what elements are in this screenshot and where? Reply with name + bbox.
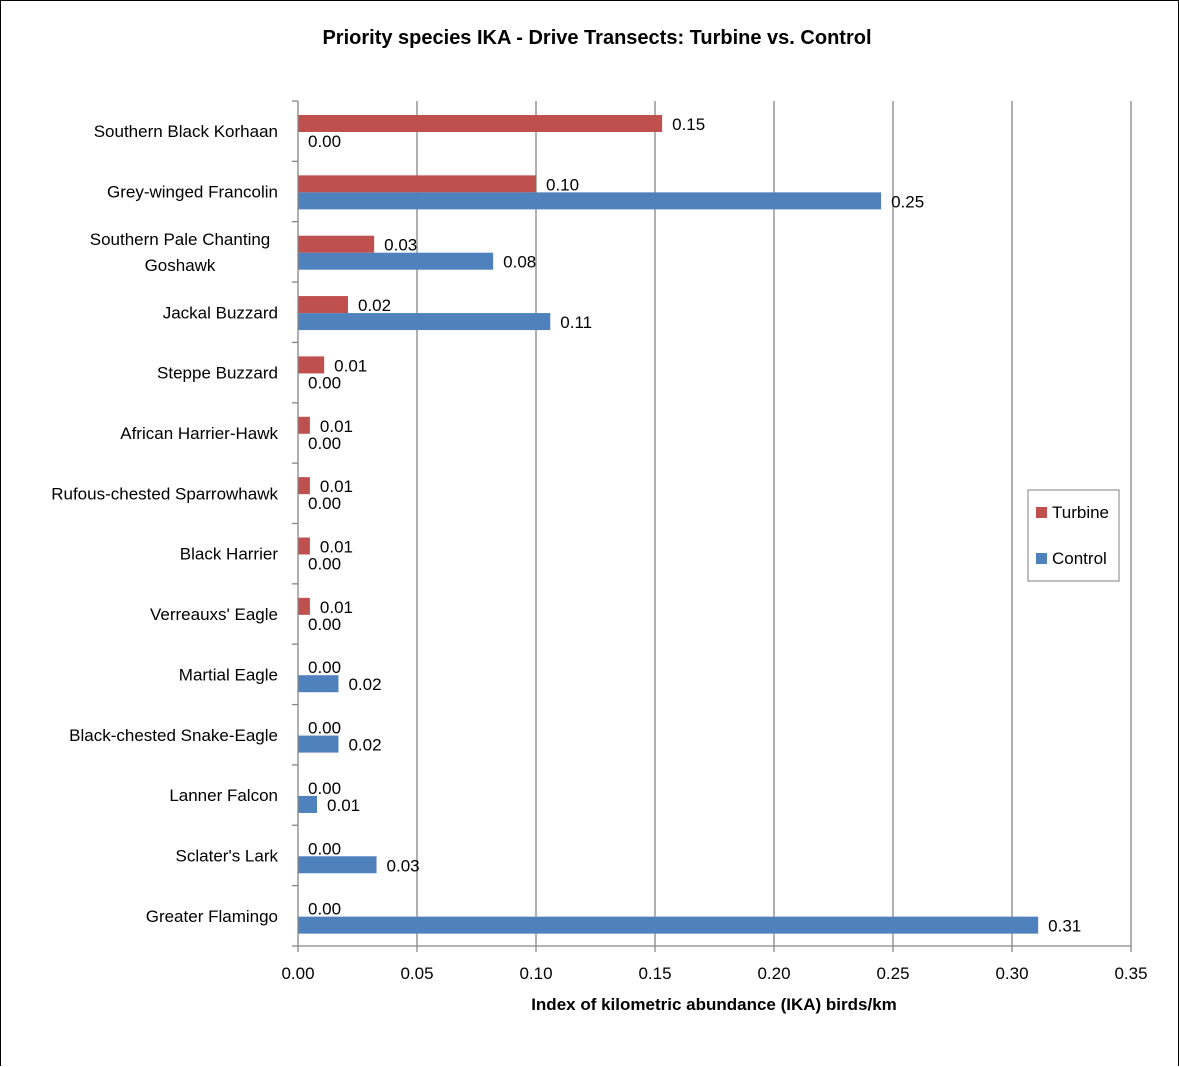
x-tick-label-6: 0.30 [995,964,1028,983]
data-label-turbine-11: 0.00 [308,779,341,798]
data-label-turbine-8: 0.01 [320,598,353,617]
data-label-control-11: 0.01 [327,796,360,815]
data-label-control-13: 0.31 [1048,917,1081,936]
bar-control-1 [298,192,882,210]
data-label-control-4: 0.00 [308,373,341,392]
x-tick-label-4: 0.20 [757,964,790,983]
data-label-turbine-5: 0.01 [320,417,353,436]
data-label-control-9: 0.02 [348,675,381,694]
bar-turbine-5 [298,416,310,434]
gridlines [416,101,1132,946]
bar-control-11 [298,795,318,813]
category-label-13: Greater Flamingo [146,907,278,926]
bar-control-3 [298,313,551,331]
bars [298,115,1039,934]
data-label-control-1: 0.25 [891,192,924,211]
data-label-turbine-3: 0.02 [358,296,391,315]
category-label-0: Southern Black Korhaan [94,122,278,141]
x-tick-label-7: 0.35 [1114,964,1147,983]
data-label-turbine-1: 0.10 [546,175,579,194]
data-label-control-8: 0.00 [308,615,341,634]
category-labels: Southern Black Korhaan Grey-winged Franco… [51,122,278,926]
data-label-control-0: 0.00 [308,132,341,151]
bar-turbine-7 [298,537,310,555]
legend-swatch-turbine [1036,507,1047,518]
bar-turbine-8 [298,597,310,615]
data-label-turbine-0: 0.15 [672,115,705,134]
category-label-7: Black Harrier [180,545,279,564]
tick-labels: 0.00 0.05 0.10 0.15 0.20 0.25 0.30 0.35 [281,964,1147,983]
bar-control-10 [298,735,339,753]
category-label-2-line-1: Goshawk [145,256,216,275]
legend: Turbine Control [1027,489,1120,582]
data-label-turbine-4: 0.01 [334,356,367,375]
category-label-8: Verreauxs' Eagle [150,605,278,624]
data-label-control-5: 0.00 [308,434,341,453]
bar-turbine-2 [298,235,375,253]
category-label-6: Rufous-chested Sparrowhawk [51,484,278,503]
legend-label-control: Control [1052,549,1107,568]
x-tick-label-2: 0.10 [519,964,552,983]
bar-control-12 [298,856,377,874]
chart-title: Priority species IKA - Drive Transects: … [322,27,871,49]
category-label-11: Lanner Falcon [169,786,278,805]
bar-turbine-1 [298,175,536,193]
data-label-control-2: 0.08 [503,253,536,272]
category-label-9: Martial Eagle [179,665,278,684]
category-label-10: Black-chested Snake-Eagle [69,726,278,745]
x-tick-label-5: 0.25 [876,964,909,983]
bar-turbine-6 [298,477,310,495]
category-label-1: Grey-winged Francolin [107,183,278,202]
bar-control-9 [298,675,339,693]
data-label-control-12: 0.03 [387,856,420,875]
data-label-control-6: 0.00 [308,494,341,513]
data-label-control-3: 0.11 [560,313,592,332]
x-tick-label-1: 0.05 [400,964,433,983]
legend-label-turbine: Turbine [1052,503,1109,522]
data-label-turbine-12: 0.00 [308,839,341,858]
data-label-turbine-9: 0.00 [308,658,341,677]
data-label-turbine-2: 0.03 [384,236,417,255]
category-label-3: Jackal Buzzard [163,303,278,322]
bar-turbine-3 [298,296,348,314]
legend-box [1027,489,1120,582]
data-label-turbine-10: 0.00 [308,719,341,738]
data-label-turbine-13: 0.00 [308,900,341,919]
category-label-12: Sclater's Lark [176,846,279,865]
bar-turbine-4 [298,356,325,374]
data-labels: 0.150.100.030.020.010.010.010.010.010.00… [308,115,1081,936]
bar-control-13 [298,916,1039,934]
legend-swatch-control [1036,553,1047,564]
bar-turbine-0 [298,115,663,132]
category-label-4: Steppe Buzzard [157,364,278,383]
data-label-control-7: 0.00 [308,555,341,574]
x-tick-label-0: 0.00 [281,964,314,983]
bar-control-2 [298,252,494,270]
category-label-5: African Harrier-Hawk [120,424,278,443]
category-label-2-line-0: Southern Pale Chanting [90,230,271,249]
data-label-control-10: 0.02 [348,736,381,755]
data-label-turbine-7: 0.01 [320,538,353,557]
x-tick-label-3: 0.15 [638,964,671,983]
data-label-turbine-6: 0.01 [320,477,353,496]
axes [292,100,1132,952]
x-axis-title: Index of kilometric abundance (IKA) bird… [531,995,897,1014]
